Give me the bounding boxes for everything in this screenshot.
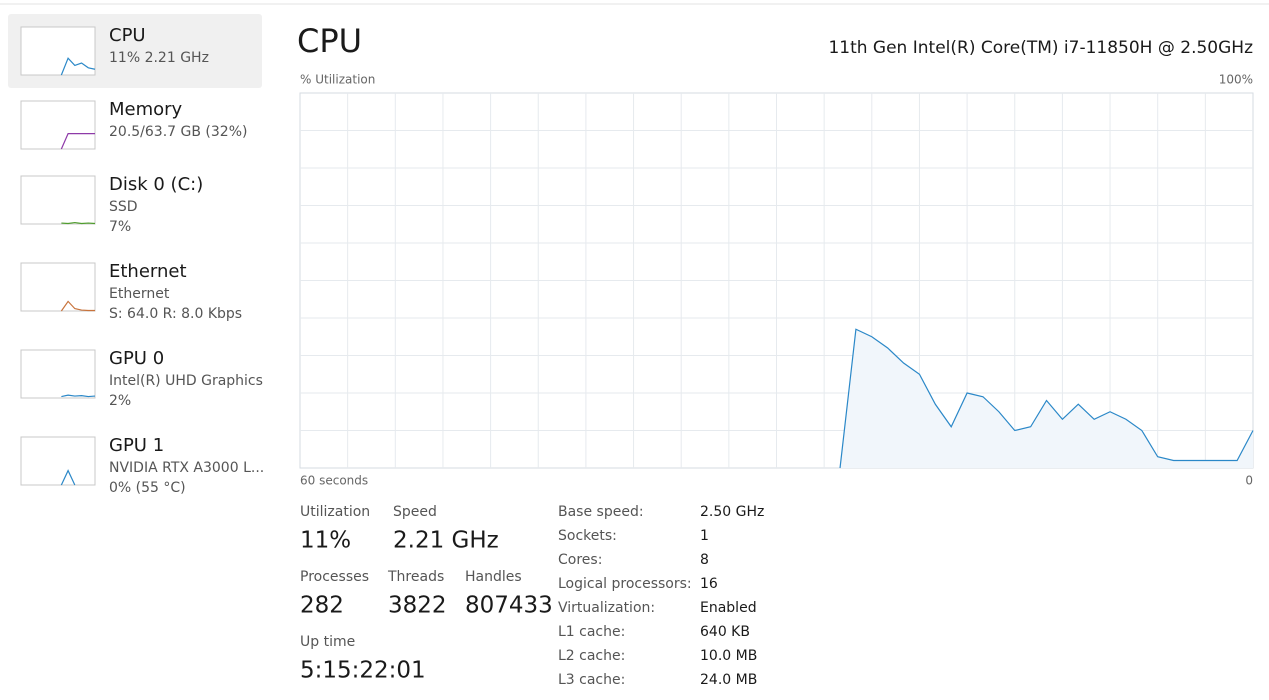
stat-value: 807433	[465, 593, 553, 619]
detail-value: 24.0 MB	[700, 672, 757, 688]
stat-value: 2.21 GHz	[393, 528, 499, 554]
sparkline	[61, 394, 96, 398]
detail-label: Virtualization:	[558, 600, 655, 616]
detail-value: 16	[700, 576, 718, 592]
detail-value: 1	[700, 528, 709, 544]
stat-label: Utilization	[300, 504, 370, 520]
x-tick-label: 60 seconds	[300, 474, 368, 488]
thumbnail	[20, 262, 96, 312]
y-tick-label: 100%	[1219, 73, 1253, 87]
cpu-model: 11th Gen Intel(R) Core(TM) i7-11850H @ 2…	[828, 38, 1253, 58]
sparkline	[60, 300, 95, 312]
page-title: CPU	[297, 22, 362, 60]
thumbnail	[20, 436, 96, 486]
thumbnail	[20, 100, 96, 150]
stat-value: 282	[300, 593, 344, 619]
sidebar-detail: 20.5/63.7 GB (32%)	[109, 124, 247, 140]
stat-label: Threads	[387, 569, 444, 585]
line	[839, 328, 1254, 469]
y-axis-label: % Utilization	[300, 73, 375, 87]
detail-value: 2.50 GHz	[700, 504, 764, 520]
sidebar-detail: Intel(R) UHD Graphics	[109, 373, 263, 389]
detail-label: L3 cache:	[558, 672, 625, 688]
sidebar-name: GPU 1	[109, 435, 164, 456]
detail-label: Base speed:	[558, 504, 644, 520]
thumbnail	[20, 175, 96, 225]
sidebar-detail: NVIDIA RTX A3000 L...	[109, 460, 264, 476]
x-tick-label: 0	[1245, 474, 1253, 488]
sidebar-detail: 7%	[109, 219, 131, 235]
detail-value: Enabled	[700, 600, 757, 616]
detail-value: 640 KB	[700, 624, 750, 640]
detail-label: Sockets:	[558, 528, 617, 544]
stat-label: Processes	[300, 569, 369, 585]
sidebar-name: Memory	[109, 99, 183, 120]
stat-label: Handles	[465, 569, 522, 585]
stat-label: Speed	[393, 504, 437, 520]
stat-value: 11%	[300, 528, 351, 554]
detail-label: Logical processors:	[558, 576, 692, 592]
sparkline	[60, 133, 95, 150]
stat-label: Up time	[300, 634, 355, 650]
detail-value: 8	[700, 552, 709, 568]
detail-value: 10.0 MB	[700, 648, 757, 664]
detail-label: L2 cache:	[558, 648, 625, 664]
stat-value: 3822	[388, 593, 447, 619]
sidebar-name: Disk 0 (C:)	[109, 174, 203, 195]
area	[840, 329, 1253, 468]
sidebar-name: CPU	[109, 25, 146, 46]
sidebar-name: GPU 0	[109, 348, 164, 369]
detail-label: L1 cache:	[558, 624, 625, 640]
sidebar-detail: S: 64.0 R: 8.0 Kbps	[109, 306, 242, 322]
sidebar-detail: 0% (55 °C)	[109, 480, 186, 496]
sidebar-detail: 2%	[109, 393, 131, 409]
sparkline	[60, 57, 96, 76]
sparkline	[61, 221, 96, 225]
sidebar-name: Ethernet	[109, 261, 187, 282]
sidebar-detail: 11% 2.21 GHz	[109, 50, 209, 66]
thumbnail	[20, 349, 96, 399]
thumbnail	[20, 26, 96, 76]
sidebar-detail: SSD	[109, 199, 138, 215]
sparkline	[60, 469, 76, 486]
sidebar-detail: Ethernet	[109, 286, 170, 302]
stat-value: 5:15:22:01	[300, 658, 426, 684]
detail-label: Cores:	[558, 552, 602, 568]
